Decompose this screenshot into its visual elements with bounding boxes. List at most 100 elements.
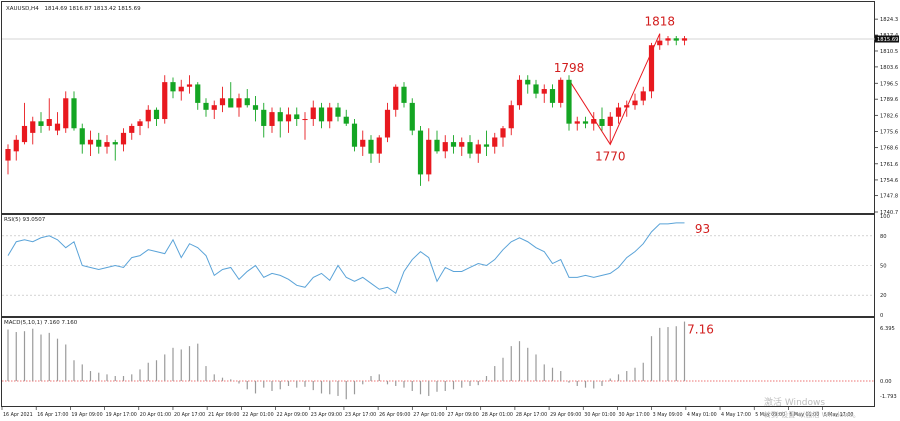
time-tick-label: 21 Apr 09:00 (208, 412, 239, 418)
price-tick-label: 1782.6 (880, 113, 898, 119)
time-tick-label: 6 May 01:00 (789, 412, 819, 418)
time-tick-label: 28 Apr 17:00 (516, 412, 547, 418)
candle-body (533, 84, 539, 94)
ohlc-readout: 1814.69 1816.87 1813.42 1815.69 (44, 6, 141, 12)
candle-body (409, 102, 415, 131)
candle-body (335, 107, 341, 117)
candle-body (277, 112, 283, 122)
candle-body (483, 144, 490, 147)
candle-body (129, 125, 135, 133)
rsi-tick-label: 0 (880, 313, 883, 319)
candle-body (203, 102, 209, 110)
time-tick-label: 30 Apr 01:00 (584, 412, 615, 418)
candle-body (640, 91, 646, 101)
candle-body (104, 142, 110, 147)
rsi-tick-label: 100 (880, 214, 890, 220)
price-tick-label: 1761.6 (880, 162, 898, 168)
macd-tick-label: 0.00 (880, 379, 892, 385)
candle-body (516, 79, 523, 106)
candle-body (384, 109, 391, 138)
candle-body (360, 139, 366, 147)
price-annotation: 1798 (554, 61, 585, 75)
rsi-end-annotation: 93 (695, 222, 710, 236)
activation-watermark: 激活 Windows 转到"设置"以激活 Windows。 (764, 396, 860, 419)
current-price-tag (875, 35, 899, 43)
candle-body (401, 86, 407, 103)
time-tick-label: 16 Apr 2021 (3, 412, 33, 418)
chart-symbol: XAUUSD,H4 (6, 6, 39, 12)
candle-body (508, 105, 514, 129)
candle-body (219, 98, 226, 106)
candle-body (79, 128, 85, 145)
time-tick-label: 19 Apr 09:00 (71, 412, 102, 418)
candle-body (145, 109, 151, 122)
candle-body (285, 114, 292, 122)
candle-body (500, 128, 506, 138)
candle-body (318, 107, 325, 122)
price-tick-label: 1740.7 (880, 210, 898, 216)
candle-body (236, 98, 242, 108)
candle-body (351, 123, 358, 147)
candle-body (566, 79, 572, 124)
candle-body (541, 89, 547, 94)
price-tick-label: 1754.6 (880, 178, 898, 184)
macd-end-annotation: 7.16 (687, 323, 714, 337)
price-tick-label: 1824.3 (880, 17, 898, 23)
candle-body (657, 40, 663, 46)
candle-body (228, 98, 234, 108)
candle-body (591, 119, 597, 124)
time-tick-label: 19 Apr 17:00 (106, 412, 137, 418)
price-tick-label: 1810.5 (880, 49, 898, 55)
candle-body (417, 130, 424, 175)
time-tick-label: 28 Apr 01:00 (482, 412, 513, 418)
time-tick-label: 23 Apr 17:00 (345, 412, 376, 418)
candle-body (426, 139, 432, 175)
candle-body (632, 100, 638, 106)
price-tick-label: 1803.6 (880, 65, 898, 71)
candle-body (21, 125, 28, 143)
pane-frames (1, 1, 875, 407)
candle-body (71, 98, 77, 129)
candle-body (467, 142, 473, 154)
candle-body (681, 38, 688, 41)
rsi-tick-label: 50 (880, 264, 887, 270)
macd-pane: 6.395 0.00 -1.793 7.16 (2, 321, 897, 400)
watermark-line-2: 转到"设置"以激活 Windows。 (764, 410, 860, 419)
candle-body (492, 137, 498, 147)
candle-body (5, 149, 11, 161)
candle-body (310, 107, 316, 120)
candle-body (137, 121, 143, 126)
candle-body (376, 137, 382, 154)
candle-body (343, 116, 349, 124)
candle-body (574, 121, 580, 124)
candle-body (624, 105, 630, 108)
candle-body (393, 86, 399, 110)
time-tick-label: 4 May 17:00 (721, 412, 751, 418)
macd-label: MACD(5,10,1) 7.160 7.160 (4, 320, 78, 326)
time-tick-label: 20 Apr 01:00 (140, 412, 171, 418)
candle-body (294, 114, 300, 120)
candlestick-series (5, 33, 688, 186)
time-tick-label: 23 Apr 09:00 (311, 412, 342, 418)
rsi-pane: 100 80 50 20 0 93 (2, 214, 890, 319)
candle-body (178, 86, 184, 92)
candle-body (302, 119, 308, 121)
time-tick-label: 4 May 01:00 (687, 412, 717, 418)
candle-body (269, 112, 275, 126)
candle-body (599, 119, 605, 126)
price-axis: 1824.31817.41810.51803.61796.51789.61782… (2, 17, 899, 216)
time-tick-label: 3 May 09:00 (653, 412, 683, 418)
candle-body (46, 119, 52, 126)
time-tick-label: 30 Apr 17:00 (618, 412, 649, 418)
candle-body (244, 98, 250, 106)
candle-body (211, 105, 217, 110)
candle-body (87, 139, 94, 145)
macd-tick-label: 6.395 (880, 326, 895, 332)
candle-body (582, 121, 589, 124)
candle-body (38, 121, 44, 126)
candle-body (170, 82, 176, 92)
candle-body (673, 38, 679, 41)
price-tick-label: 1789.6 (880, 97, 898, 103)
candle-body (558, 79, 564, 103)
